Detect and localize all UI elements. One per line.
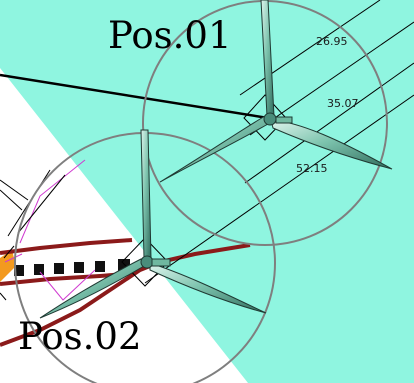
turbine-pos02 <box>39 129 267 319</box>
dimension-label-1: 26.95 <box>316 35 348 48</box>
pos01-leader-line <box>0 73 269 120</box>
turbine-pos01 <box>159 0 393 183</box>
dimension-label-2: 35.07 <box>327 97 359 110</box>
dimension-label-3: 52.15 <box>296 162 328 175</box>
pos01-label: Pos.01 <box>108 14 232 57</box>
dimension-lines <box>144 0 414 284</box>
magenta-lines <box>4 159 96 301</box>
pos02-label: Pos.02 <box>18 315 142 358</box>
